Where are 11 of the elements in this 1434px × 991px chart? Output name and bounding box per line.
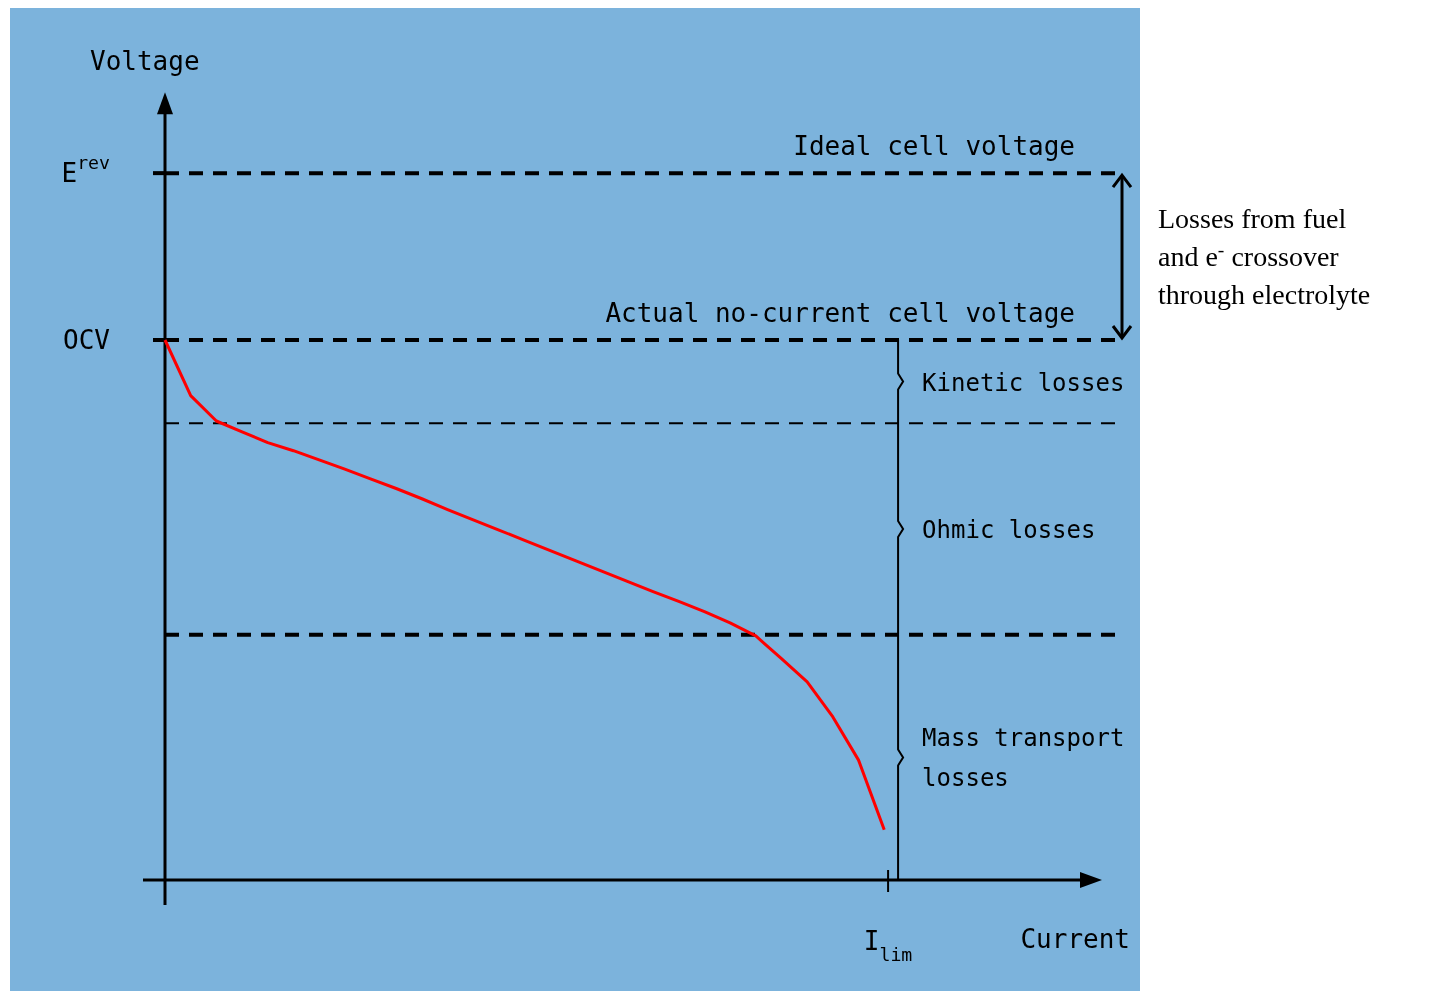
text: Voltage xyxy=(90,46,200,77)
ref-line-label: Ideal cell voltage xyxy=(793,131,1075,162)
text: I$_{lim}$ xyxy=(863,926,913,965)
text: Mass transport losses xyxy=(922,724,1125,793)
text: Kinetic losses xyxy=(922,368,1125,397)
text: E$^{rev}$ xyxy=(61,152,111,189)
ref-line-label: Actual no-current cell voltage xyxy=(605,298,1075,328)
text: Current xyxy=(1020,924,1130,954)
text: Ohmic losses xyxy=(922,516,1096,544)
text: OCV xyxy=(63,325,110,355)
text: Losses from fuel and e$^{-}$ crossover through electrolyte xyxy=(1158,203,1371,311)
